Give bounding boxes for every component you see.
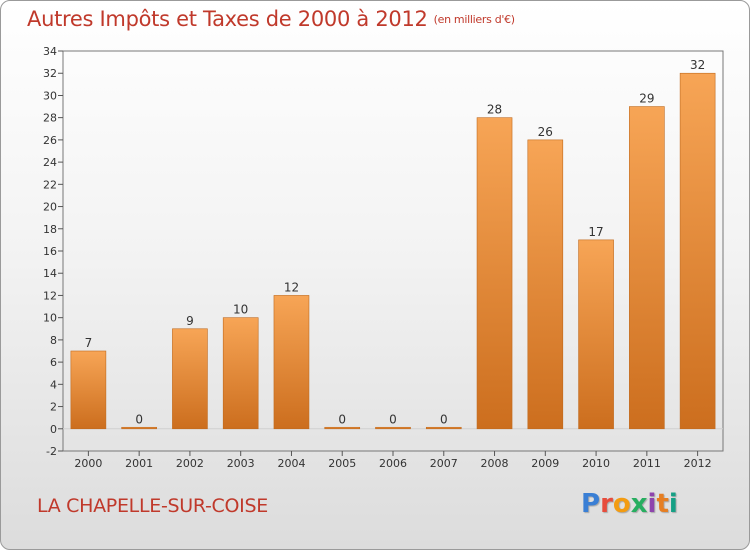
bar-2008	[476, 117, 513, 430]
y-tick-label: 6	[50, 356, 57, 369]
x-tick-label: 2010	[582, 457, 610, 470]
x-tick-label: 2005	[328, 457, 356, 470]
bar-value-label: 32	[690, 58, 705, 72]
logo-letter: x	[630, 489, 648, 519]
bar-2010	[578, 239, 614, 430]
bar-value-label: 17	[588, 225, 603, 239]
x-tick-label: 2007	[430, 457, 458, 470]
y-tick-label: 8	[50, 334, 57, 347]
commune-name: LA CHAPELLE-SUR-COISE	[37, 495, 268, 517]
y-tick-label: 14	[43, 267, 57, 280]
y-tick-label: 28	[43, 112, 57, 125]
x-tick-label: 2000	[74, 457, 102, 470]
x-tick-label: 2006	[379, 457, 407, 470]
bar-value-label: 12	[284, 280, 299, 294]
bar-value-label: 26	[538, 125, 553, 139]
logo-letter: i	[668, 489, 678, 519]
logo-letter: i	[647, 489, 657, 519]
y-tick-label: 4	[50, 378, 57, 391]
logo-letter: o	[612, 489, 631, 519]
y-tick-label: 20	[43, 201, 57, 214]
bar-2012	[679, 72, 716, 430]
bar-2009	[527, 139, 564, 430]
bar-value-label: 10	[233, 303, 248, 317]
x-tick-label: 2003	[227, 457, 255, 470]
bar-2006	[375, 426, 411, 430]
bar-value-label: 9	[186, 314, 194, 328]
bar-value-label: 0	[135, 412, 143, 426]
y-tick-label: 30	[43, 89, 57, 102]
logo-letter: t	[656, 489, 669, 519]
y-tick-label: 18	[43, 223, 57, 236]
bar-2000	[70, 350, 107, 430]
chart-title-text: Autres Impôts et Taxes de 2000 à 2012	[27, 7, 428, 31]
bar-value-label: 29	[639, 92, 654, 106]
x-tick-label: 2011	[633, 457, 661, 470]
bar-2002	[172, 328, 208, 430]
proxiti-logo: Proxiti	[581, 489, 678, 519]
x-tick-label: 2012	[684, 457, 712, 470]
x-tick-label: 2004	[277, 457, 305, 470]
x-tick-label: 2001	[125, 457, 153, 470]
y-tick-label: 22	[43, 178, 57, 191]
y-tick-label: 2	[50, 401, 57, 414]
x-tick-label: 2009	[531, 457, 559, 470]
bar-2005	[324, 426, 361, 430]
bar-2011	[629, 106, 665, 430]
bar-2007	[425, 426, 462, 430]
bar-2003	[222, 317, 259, 430]
chart-title: Autres Impôts et Taxes de 2000 à 2012 (en…	[27, 7, 515, 31]
y-tick-label: 32	[43, 67, 57, 80]
plot-area: -202468101214161820222426283032347200002…	[43, 45, 724, 470]
bar-2004	[273, 295, 310, 430]
y-tick-label: 16	[43, 245, 57, 258]
y-tick-label: -2	[46, 445, 57, 458]
bar-2001	[121, 426, 157, 430]
bar-value-label: 7	[85, 336, 93, 350]
y-tick-label: 0	[50, 423, 57, 436]
y-tick-label: 26	[43, 134, 57, 147]
logo-letter: P	[581, 489, 601, 519]
bar-value-label: 0	[389, 412, 397, 426]
y-tick-label: 34	[43, 45, 57, 58]
y-tick-label: 12	[43, 289, 57, 302]
plot-border	[62, 50, 724, 452]
x-tick-label: 2008	[481, 457, 509, 470]
bar-value-label: 0	[440, 412, 448, 426]
logo-letter: r	[600, 489, 613, 519]
bar-value-label: 0	[338, 412, 346, 426]
y-tick-label: 10	[43, 312, 57, 325]
chart-subtitle: (en milliers d'€)	[433, 13, 515, 26]
bar-value-label: 28	[487, 103, 502, 117]
x-tick-label: 2002	[176, 457, 204, 470]
y-tick-label: 24	[43, 156, 57, 169]
